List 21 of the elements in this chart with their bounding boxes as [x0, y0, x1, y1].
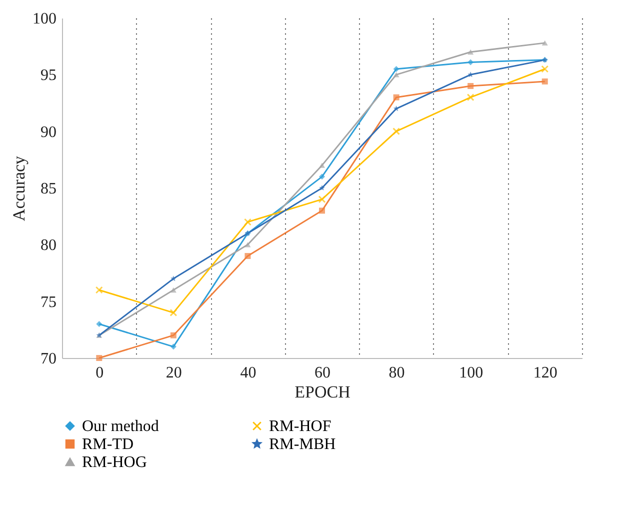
x-tick-label: 100	[459, 364, 484, 382]
y-tick-label: 100	[32, 10, 56, 28]
y-tick-label: 95	[40, 67, 56, 84]
x-tick-label: 40	[240, 364, 256, 382]
x-tick-label: 20	[166, 364, 182, 382]
y-tick-label: 90	[40, 124, 56, 141]
y-tick-label: 80	[40, 237, 56, 254]
legend-label: RM-HOF	[269, 418, 332, 435]
legend-label: Our method	[82, 418, 159, 435]
x-tick-label: 60	[314, 364, 330, 382]
x-tick-label: 80	[388, 364, 405, 382]
legend-label: RM-MBH	[269, 436, 336, 453]
x-axis-title: EPOCH	[294, 382, 350, 402]
x-tick-label: 120	[533, 364, 558, 382]
legend-label: RM-HOG	[82, 454, 148, 471]
y-tick-label: 85	[40, 180, 56, 198]
y-axis-title: Accuracy	[10, 155, 28, 222]
legend-label: RM-TD	[82, 436, 134, 453]
x-tick-label: 0	[96, 364, 104, 382]
y-tick-label: 75	[40, 294, 56, 311]
y-tick-label: 70	[40, 350, 56, 368]
